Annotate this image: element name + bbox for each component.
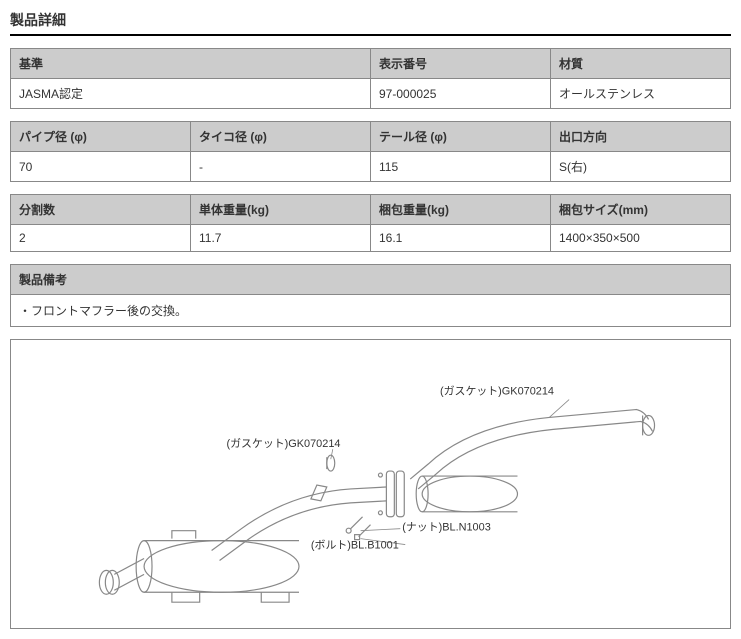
th-pack-weight: 梱包重量(kg)	[371, 195, 551, 225]
td-split: 2	[11, 225, 191, 252]
th-pipe-dia: パイプ径 (φ)	[11, 122, 191, 152]
th-taiko-dia: タイコ径 (φ)	[191, 122, 371, 152]
td-pipe-dia: 70	[11, 152, 191, 182]
th-display-no: 表示番号	[371, 49, 551, 79]
label-gasket-left: (ガスケット)GK070214	[227, 437, 341, 450]
th-tail-dia: テール径 (φ)	[371, 122, 551, 152]
th-material: 材質	[551, 49, 731, 79]
td-pack-size: 1400×350×500	[551, 225, 731, 252]
spec-table-1: 基準 表示番号 材質 JASMA認定 97-000025 オールステンレス	[10, 48, 731, 109]
spec-table-2: パイプ径 (φ) タイコ径 (φ) テール径 (φ) 出口方向 70 - 115…	[10, 121, 731, 182]
th-exit-dir: 出口方向	[551, 122, 731, 152]
td-taiko-dia: -	[191, 152, 371, 182]
td-tail-dia: 115	[371, 152, 551, 182]
td-notes: ・フロントマフラー後の交換。	[11, 295, 731, 327]
exhaust-diagram-svg: (ガスケット)GK070214 (ガスケット)GK070214 (ナット)BL.…	[11, 340, 730, 628]
label-nut: (ナット)BL.N1003	[402, 521, 491, 534]
th-pack-size: 梱包サイズ(mm)	[551, 195, 731, 225]
td-exit-dir: S(右)	[551, 152, 731, 182]
th-standard: 基準	[11, 49, 371, 79]
page-title: 製品詳細	[10, 10, 731, 36]
product-diagram: (ガスケット)GK070214 (ガスケット)GK070214 (ナット)BL.…	[10, 339, 731, 629]
label-gasket-right: (ガスケット)GK070214	[440, 385, 554, 398]
td-unit-weight: 11.7	[191, 225, 371, 252]
th-split: 分割数	[11, 195, 191, 225]
td-pack-weight: 16.1	[371, 225, 551, 252]
th-unit-weight: 単体重量(kg)	[191, 195, 371, 225]
spec-table-3: 分割数 単体重量(kg) 梱包重量(kg) 梱包サイズ(mm) 2 11.7 1…	[10, 194, 731, 252]
td-material: オールステンレス	[551, 79, 731, 109]
notes-table: 製品備考 ・フロントマフラー後の交換。	[10, 264, 731, 327]
th-notes: 製品備考	[11, 265, 731, 295]
td-standard: JASMA認定	[11, 79, 371, 109]
label-bolt: (ボルト)BL.B1001	[311, 539, 399, 552]
td-display-no: 97-000025	[371, 79, 551, 109]
